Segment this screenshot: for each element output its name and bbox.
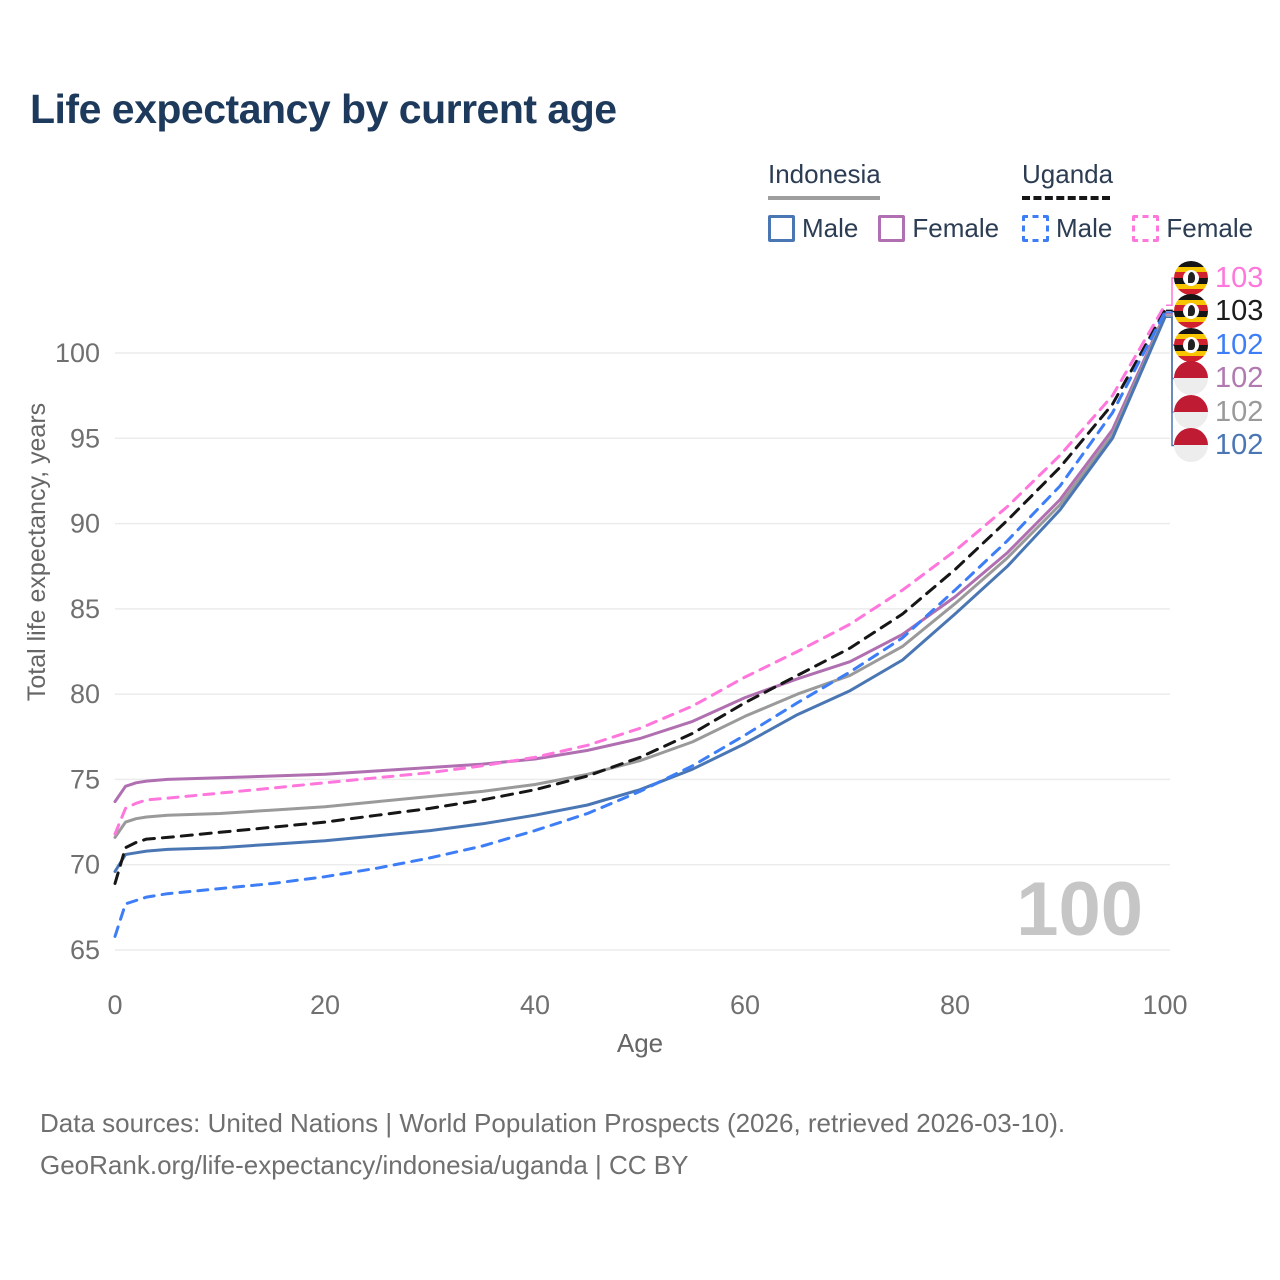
x-tick-label: 60 [730, 990, 760, 1020]
x-tick-label: 100 [1142, 990, 1187, 1020]
legend-swatch-indonesia-female[interactable] [878, 214, 906, 242]
series-indonesia-total[interactable] [113, 314, 1167, 839]
y-tick-label: 75 [70, 764, 100, 794]
legend-swatch-uganda-female[interactable] [1132, 214, 1160, 242]
uganda-flag-icon [1174, 261, 1208, 295]
indonesia-flag-icon [1174, 395, 1208, 429]
legend-label-indonesia-male[interactable]: Male [802, 212, 859, 243]
x-tick-label: 0 [107, 990, 122, 1020]
indonesia-flag-icon [1174, 428, 1208, 462]
legend-label-indonesia-female[interactable]: Female [912, 212, 1000, 243]
legend-group-uganda: Uganda Male Female [1022, 160, 1273, 244]
end-label-value: 102 [1215, 395, 1264, 428]
legend-country-indonesia[interactable]: Indonesia [768, 159, 881, 189]
y-tick-label: 65 [70, 935, 100, 965]
uganda-flag-icon [1174, 294, 1208, 328]
x-tick-label: 20 [310, 990, 340, 1020]
y-tick-label: 80 [70, 679, 100, 709]
end-label-row: 102 [1174, 328, 1263, 362]
end-label-value: 102 [1215, 428, 1264, 461]
legend-swatch-uganda-male[interactable] [1022, 214, 1049, 242]
legend-items-uganda: Male Female [1022, 213, 1273, 244]
uganda-dashed-line-sample [1022, 195, 1110, 200]
uganda-flag-icon [1174, 328, 1208, 362]
end-label-row: 102 [1174, 395, 1263, 429]
page-title: Life expectancy by current age [30, 86, 617, 132]
series-indonesia-female[interactable] [113, 312, 1167, 804]
series-uganda-total[interactable] [113, 308, 1167, 885]
x-tick-label: 40 [520, 990, 550, 1020]
legend-country-uganda[interactable]: Uganda [1022, 159, 1114, 189]
series-uganda-male[interactable] [113, 310, 1167, 938]
legend-group-indonesia: Indonesia Male Female [768, 160, 1019, 244]
end-label-row: 103 [1174, 261, 1263, 295]
y-axis-label: Total life expectancy, years [23, 403, 51, 701]
series-indonesia-male[interactable] [113, 315, 1167, 873]
y-tick-label: 90 [70, 509, 100, 539]
y-tick-label: 70 [70, 850, 100, 880]
y-tick-label: 100 [55, 338, 100, 368]
end-label-value: 103 [1215, 261, 1264, 294]
legend-label-uganda-male[interactable]: Male [1056, 212, 1113, 243]
indonesia-flag-icon [1174, 361, 1208, 395]
end-label-row: 102 [1174, 428, 1263, 462]
end-label-value: 103 [1215, 294, 1264, 327]
legend-swatch-indonesia-male[interactable] [768, 214, 795, 242]
data-sources-note: Data sources: United Nations | World Pop… [40, 1108, 1066, 1138]
y-tick-label: 85 [70, 594, 100, 624]
end-label-row: 103 [1174, 294, 1263, 328]
y-tick-label: 95 [70, 423, 100, 453]
indonesia-solid-line-sample [768, 195, 880, 200]
attribution-note: GeoRank.org/life-expectancy/indonesia/ug… [40, 1150, 689, 1180]
end-label-value: 102 [1215, 328, 1264, 361]
end-label-row: 102 [1174, 361, 1263, 395]
series-uganda-female[interactable] [113, 303, 1167, 836]
legend-items-indonesia: Male Female [768, 213, 1019, 244]
end-label-value: 102 [1215, 361, 1264, 394]
x-tick-label: 80 [940, 990, 970, 1020]
x-axis-label: Age [617, 1028, 663, 1058]
hover-age-watermark: 100 [1016, 867, 1143, 952]
legend-label-uganda-female[interactable]: Female [1166, 212, 1254, 243]
